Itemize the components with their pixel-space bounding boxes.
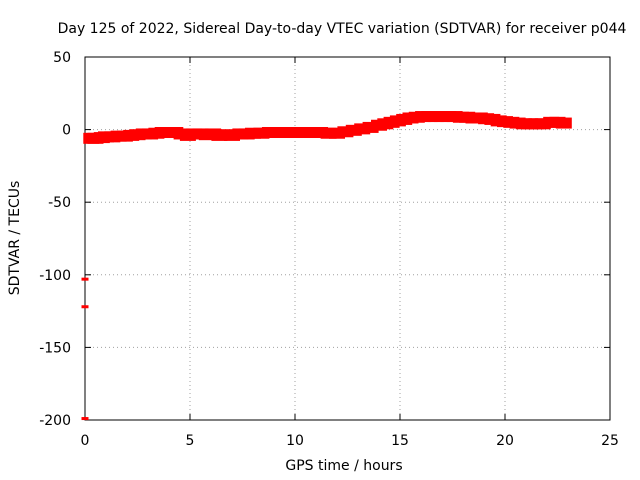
data-point [362, 121, 379, 133]
x-tick-label: 20 [496, 433, 514, 449]
data-point [81, 277, 89, 281]
y-tick-label: -150 [39, 340, 71, 356]
data-point [287, 127, 303, 139]
plot-area-border [84, 56, 611, 421]
data-point [270, 127, 287, 139]
y-tick-label: -100 [39, 268, 71, 284]
data-point [555, 117, 572, 129]
chart-title: Day 125 of 2022, Sidereal Day-to-day VTE… [58, 21, 627, 37]
y-axis-label: SDTVAR / TECUs [7, 181, 23, 296]
grid [85, 57, 610, 420]
x-tick-label: 10 [286, 433, 304, 449]
x-tick-label: 15 [391, 433, 409, 449]
data-point [295, 127, 312, 139]
data-point [345, 124, 362, 136]
data-point [261, 127, 278, 139]
y-tick-label: -200 [39, 413, 71, 429]
data-point [320, 127, 337, 139]
y-tick-label: -50 [48, 195, 71, 211]
data-point [278, 127, 295, 139]
x-tick-label: 5 [186, 433, 195, 449]
x-tick-label: 25 [601, 433, 619, 449]
ticks: 0 5 10 15 20 25 -200 -150 -100 -50 0 50 [39, 50, 619, 449]
data-point [224, 129, 240, 141]
data-point [329, 127, 345, 139]
x-axis-label: GPS time / hours [285, 458, 402, 474]
y-tick-label: 50 [53, 50, 71, 66]
data-point [81, 305, 89, 309]
data-points [81, 111, 572, 421]
data-point [245, 127, 261, 139]
data-point [303, 127, 320, 139]
x-tick-label: 0 [81, 433, 90, 449]
data-point [534, 118, 551, 130]
data-point [81, 417, 89, 421]
data-point [253, 127, 270, 139]
y-tick-label: 0 [62, 123, 71, 139]
data-point [337, 126, 354, 138]
data-point [354, 123, 371, 135]
data-point [312, 127, 329, 139]
